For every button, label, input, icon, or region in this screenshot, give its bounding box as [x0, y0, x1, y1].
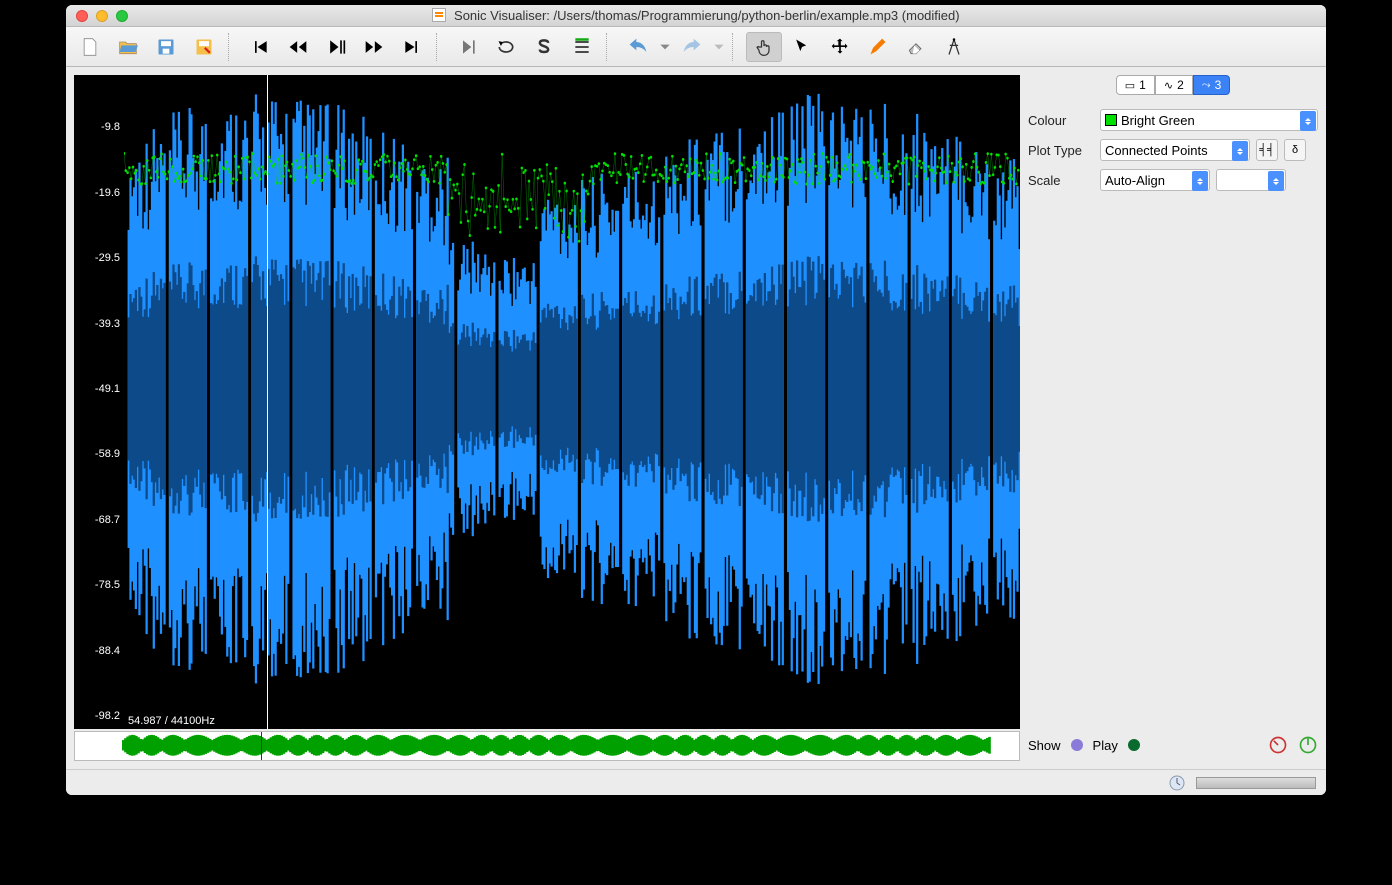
y-tick: -49.1 [95, 383, 120, 395]
app-window: Sonic Visualiser: /Users/thomas/Programm… [66, 5, 1326, 795]
playhead [267, 75, 268, 729]
align-button[interactable] [564, 32, 600, 62]
skip-end-button[interactable] [394, 32, 430, 62]
window-title: Sonic Visualiser: /Users/thomas/Programm… [66, 8, 1326, 23]
save-file-button[interactable] [148, 32, 184, 62]
layer-tab-1[interactable]: ▭1 [1116, 75, 1155, 95]
clock-icon [1168, 774, 1186, 792]
skip-start-button[interactable] [242, 32, 278, 62]
show-label: Show [1028, 738, 1061, 753]
gain-dial[interactable] [1268, 735, 1288, 755]
properties-panel: ▭1∿2⤳3 Colour Bright Green Plot Type Con… [1028, 75, 1318, 761]
y-tick: -29.5 [95, 252, 120, 264]
app-icon [432, 8, 446, 22]
navigate-tool-button[interactable] [746, 32, 782, 62]
pan-dial[interactable] [1298, 735, 1318, 755]
move-tool-button[interactable] [822, 32, 858, 62]
scale-select[interactable]: Auto-Align [1100, 169, 1210, 191]
select-tool-button[interactable] [784, 32, 820, 62]
draw-tool-button[interactable] [860, 32, 896, 62]
overview-playhead [261, 732, 262, 760]
plot-type-label: Plot Type [1028, 143, 1094, 158]
time-readout: 54.987 / 44100Hz [128, 715, 215, 727]
open-file-button[interactable] [110, 32, 146, 62]
level-meter [1196, 777, 1316, 789]
plot-type-select[interactable]: Connected Points [1100, 139, 1250, 161]
redo-dropdown[interactable] [712, 32, 726, 62]
save-as-button[interactable] [186, 32, 222, 62]
waveform-pane[interactable]: -9.8 -19.6 -29.5 -39.3 -49.1 -58.9 -68.7 -78.5 -… [74, 75, 1020, 729]
play-toggle[interactable] [1128, 739, 1140, 751]
y-axis: -9.8 -19.6 -29.5 -39.3 -49.1 -58.9 -68.7 -78.5 -… [74, 75, 124, 729]
y-tick: -68.7 [95, 514, 120, 526]
show-toggle[interactable] [1071, 739, 1083, 751]
minimize-window-button[interactable] [96, 10, 108, 22]
undo-dropdown[interactable] [658, 32, 672, 62]
layer-play-controls: Show Play [1028, 729, 1318, 761]
colour-label: Colour [1028, 113, 1094, 128]
segmentation-button[interactable]: ╡╡ [1256, 139, 1278, 161]
loop-button[interactable] [488, 32, 524, 62]
undo-button[interactable] [620, 32, 656, 62]
y-tick: -98.2 [95, 710, 120, 722]
solo-button[interactable] [526, 32, 562, 62]
new-file-button[interactable] [72, 32, 108, 62]
waveform-canvas[interactable] [124, 75, 1020, 729]
play-label: Play [1093, 738, 1118, 753]
statusbar [66, 769, 1326, 795]
scale-label: Scale [1028, 173, 1094, 188]
y-tick: -19.6 [95, 187, 120, 199]
overview-strip[interactable] [74, 731, 1020, 761]
y-tick: -78.5 [95, 579, 120, 591]
y-tick: -88.4 [95, 645, 120, 657]
y-tick: -39.3 [95, 318, 120, 330]
close-window-button[interactable] [76, 10, 88, 22]
layer-tab-3[interactable]: ⤳3 [1193, 75, 1231, 95]
zoom-window-button[interactable] [116, 10, 128, 22]
layer-tab-2[interactable]: ∿2 [1155, 75, 1193, 95]
fast-forward-button[interactable] [356, 32, 392, 62]
measure-tool-button[interactable] [936, 32, 972, 62]
toolbar [66, 27, 1326, 67]
main-pane: -9.8 -19.6 -29.5 -39.3 -49.1 -58.9 -68.7 -78.5 -… [74, 75, 1020, 761]
redo-button[interactable] [674, 32, 710, 62]
colour-select[interactable]: Bright Green [1100, 109, 1318, 131]
window-controls [66, 10, 128, 22]
content-area: -9.8 -19.6 -29.5 -39.3 -49.1 -58.9 -68.7 -78.5 -… [66, 67, 1326, 769]
play-selection-button[interactable] [450, 32, 486, 62]
y-tick: -58.9 [95, 448, 120, 460]
layer-tabs: ▭1∿2⤳3 [1028, 75, 1318, 95]
delta-button[interactable]: δ [1284, 139, 1306, 161]
y-tick: -9.8 [101, 121, 120, 133]
play-pause-button[interactable] [318, 32, 354, 62]
titlebar: Sonic Visualiser: /Users/thomas/Programm… [66, 5, 1326, 27]
erase-tool-button[interactable] [898, 32, 934, 62]
scale-value-select[interactable] [1216, 169, 1286, 191]
rewind-button[interactable] [280, 32, 316, 62]
